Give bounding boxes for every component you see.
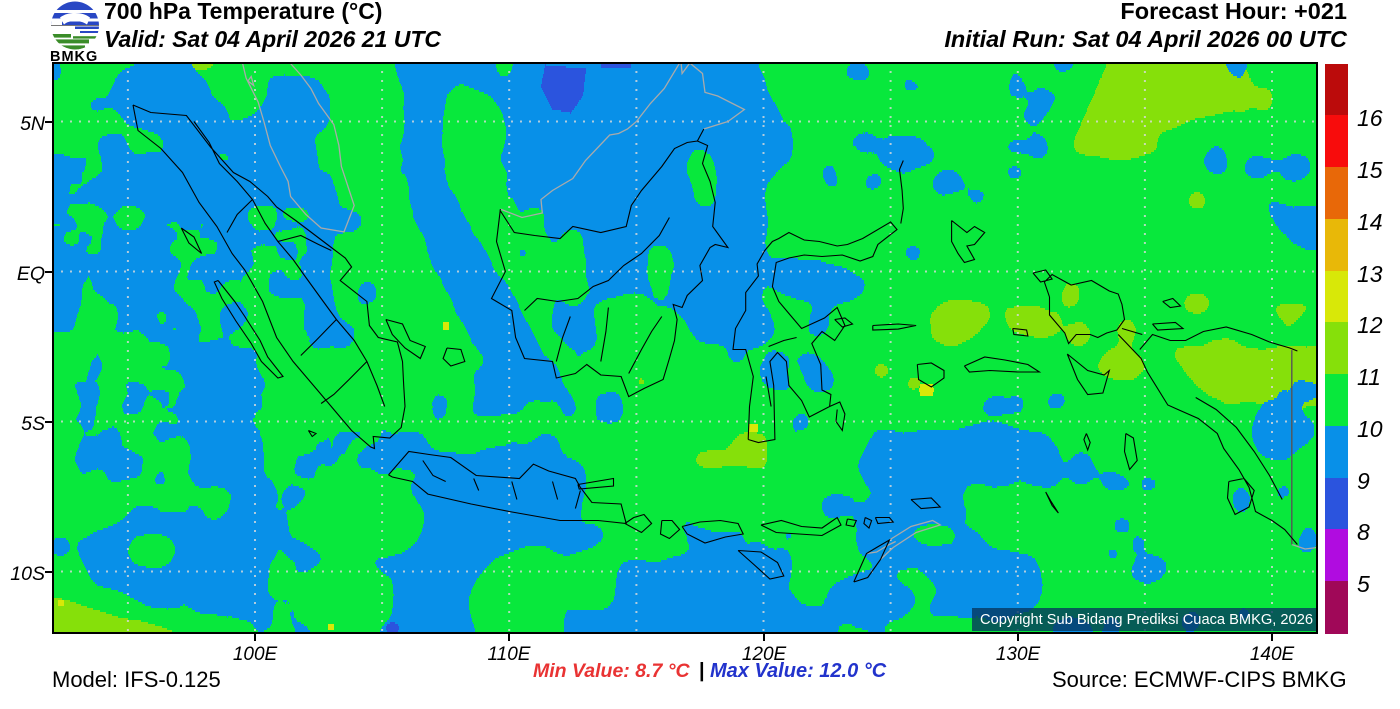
- svg-text:BMKG: BMKG: [50, 49, 98, 62]
- svg-text:Copyright Sub Bidang Prediksi: Copyright Sub Bidang Prediksi Cuaca BMKG…: [980, 611, 1313, 628]
